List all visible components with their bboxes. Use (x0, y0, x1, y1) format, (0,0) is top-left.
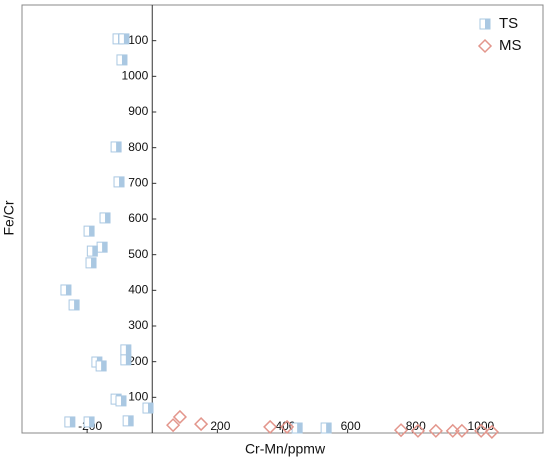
legend-label: TS (499, 15, 518, 32)
marker-shape (410, 423, 426, 438)
y-tick-label: 400 (128, 283, 148, 297)
point (320, 422, 332, 434)
legend-marker (479, 18, 491, 30)
y-tick-label: 1000 (122, 69, 149, 83)
y-tick-label: 500 (128, 247, 148, 261)
point (60, 284, 72, 296)
y-tick-label: 600 (128, 211, 148, 225)
y-tick-label: 800 (128, 140, 148, 154)
point (122, 415, 134, 427)
marker-shape (148, 403, 154, 414)
point (83, 225, 95, 237)
point (64, 416, 76, 428)
marker-shape (91, 257, 97, 268)
marker-shape (393, 423, 409, 438)
x-tick-label: 200 (210, 419, 230, 433)
point (83, 416, 95, 428)
x-tick-label: 600 (341, 419, 361, 433)
marker-shape (69, 416, 75, 427)
point (484, 424, 499, 439)
marker-shape (445, 423, 460, 438)
marker-shape (125, 354, 131, 365)
y-tick-label: 300 (128, 318, 148, 332)
point (95, 360, 107, 372)
point (99, 212, 111, 224)
point (113, 176, 125, 188)
point (279, 419, 295, 434)
point (120, 354, 132, 366)
point (118, 33, 130, 45)
marker-shape (194, 417, 209, 432)
point (110, 141, 122, 153)
marker-shape (279, 419, 295, 434)
point (263, 419, 278, 434)
y-axis-label: Fe/Cr (1, 200, 17, 235)
point (68, 299, 80, 311)
point (86, 245, 98, 257)
marker-shape (89, 416, 95, 427)
x-tick-label: 1000 (468, 419, 495, 433)
marker-shape (263, 419, 278, 434)
legend-marker (477, 38, 493, 54)
marker-shape (120, 395, 126, 406)
marker-shape (101, 360, 107, 371)
point (393, 423, 409, 438)
marker-shape (89, 226, 95, 237)
marker-shape (123, 33, 129, 44)
point (291, 422, 303, 434)
marker-shape (128, 415, 134, 426)
marker-shape (121, 54, 127, 65)
marker-shape (102, 242, 108, 253)
marker-shape (92, 246, 98, 257)
y-tick-label: 900 (128, 104, 148, 118)
marker-shape (484, 424, 499, 439)
point (172, 409, 187, 425)
marker-shape (119, 176, 125, 187)
marker-shape (297, 423, 303, 434)
marker-shape (105, 212, 111, 223)
marker-shape (65, 284, 71, 295)
marker-shape (477, 38, 493, 54)
marker-shape (74, 299, 80, 310)
point (116, 54, 128, 66)
marker-shape (172, 409, 187, 425)
marker-shape (326, 423, 332, 434)
x-axis-label: Cr-Mn/ppmw (245, 441, 326, 457)
marker-shape (454, 423, 469, 438)
marker-shape (474, 423, 489, 438)
y-tick-label: 700 (128, 176, 148, 190)
point (115, 395, 127, 407)
point (142, 402, 154, 414)
y-tick-label: 200 (128, 354, 148, 368)
marker-shape (428, 423, 443, 438)
marker-shape (125, 344, 131, 355)
marker-shape (485, 19, 490, 29)
marker-shape (116, 141, 122, 152)
point (166, 418, 181, 433)
point (445, 423, 460, 438)
legend-label: MS (499, 37, 522, 54)
point (120, 344, 132, 356)
point (85, 257, 97, 269)
point (96, 241, 108, 253)
point (428, 423, 443, 438)
point (454, 423, 469, 438)
point (194, 417, 209, 432)
marker-shape (166, 418, 181, 433)
y-tick-label: 100 (128, 390, 148, 404)
point (410, 423, 426, 438)
point (474, 423, 489, 438)
